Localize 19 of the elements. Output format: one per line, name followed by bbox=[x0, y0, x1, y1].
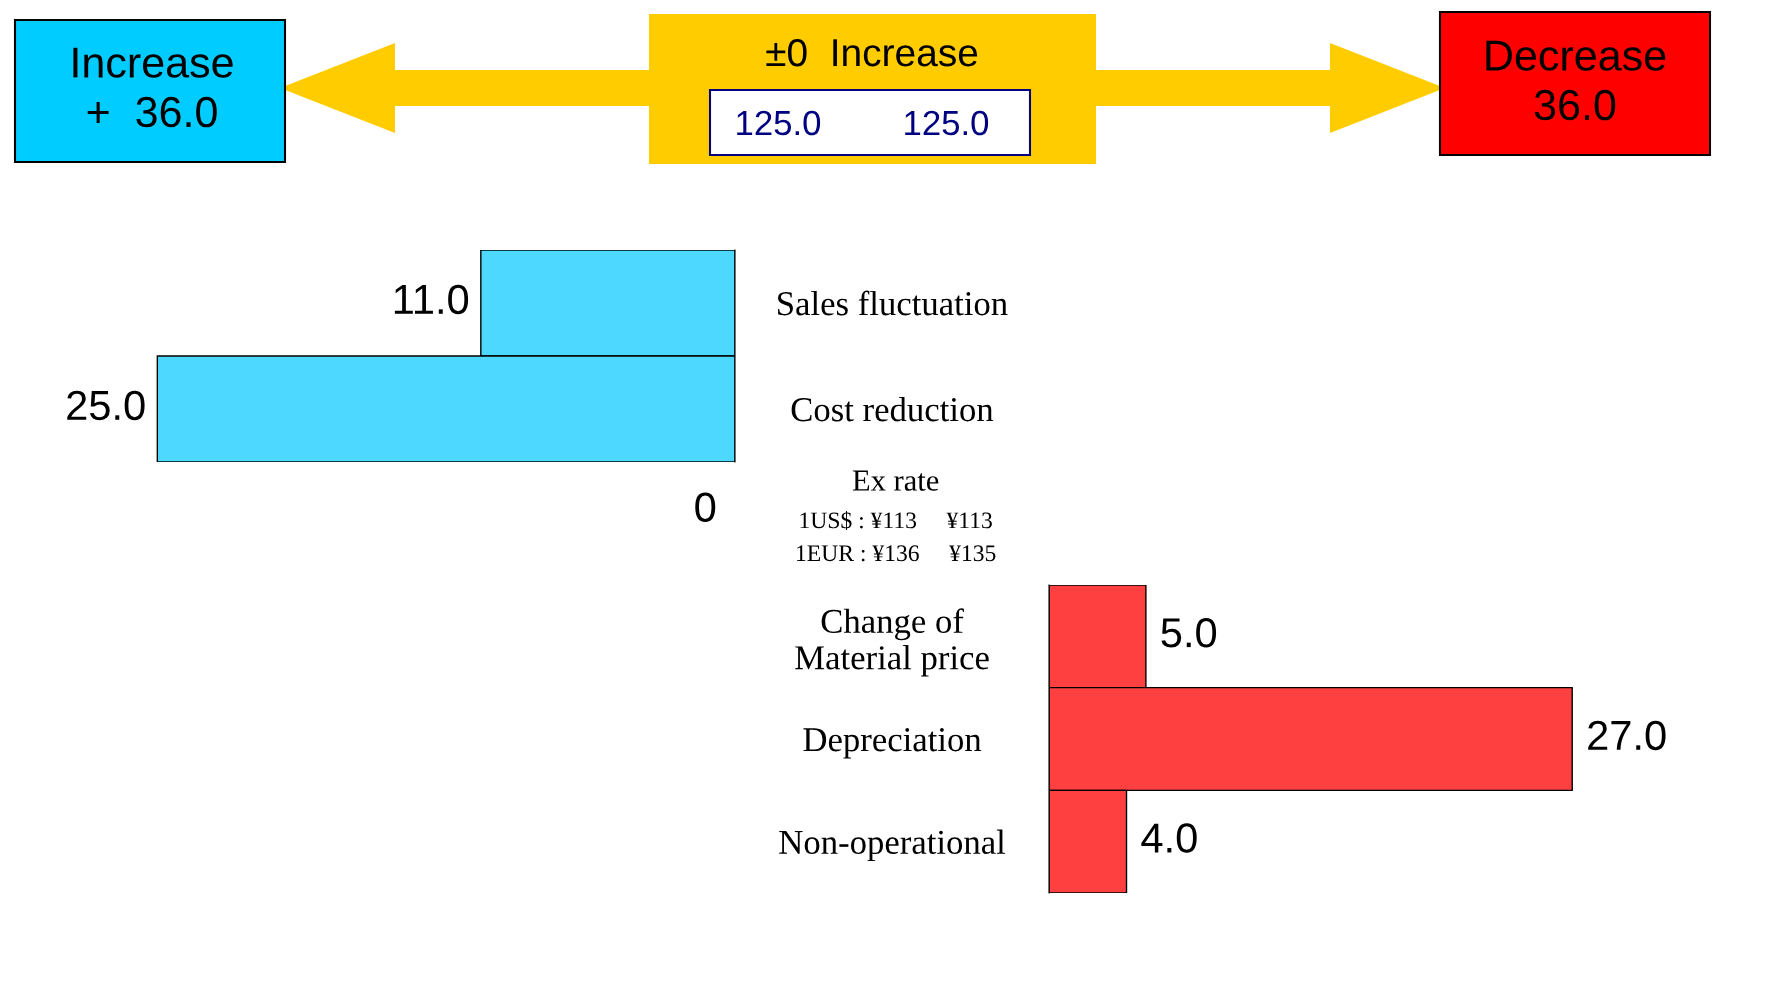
data-label: 25.0 bbox=[67, 390, 145, 421]
text: Decrease 36.0 bbox=[1486, 40, 1666, 121]
data-label: 11.0 bbox=[394, 284, 469, 315]
text: ±0 Increase bbox=[766, 38, 978, 67]
text: Ex rate bbox=[852, 470, 939, 491]
data-label: 5.0 bbox=[1161, 618, 1217, 648]
y-tick-label: Sales fluctuation bbox=[778, 290, 1008, 316]
text: 125.0 bbox=[905, 110, 989, 136]
y-tick-label: Depreciation bbox=[803, 728, 982, 759]
data-label: 27.0 bbox=[1588, 720, 1666, 751]
y-tick-label: Cost reduction bbox=[791, 396, 994, 422]
text: 125.0 bbox=[737, 110, 821, 136]
text: 1EUR : ¥136 ¥135 bbox=[797, 545, 996, 562]
y-tick-label: Change of Material price bbox=[795, 608, 989, 677]
y-tick-label: Non-operational bbox=[779, 829, 1006, 862]
data-label: 4.0 bbox=[1141, 823, 1197, 853]
text: 1US$ : ¥113 ¥113 bbox=[800, 511, 992, 530]
text: 0 bbox=[695, 492, 716, 522]
text: Increase + 36.0 bbox=[73, 47, 233, 128]
